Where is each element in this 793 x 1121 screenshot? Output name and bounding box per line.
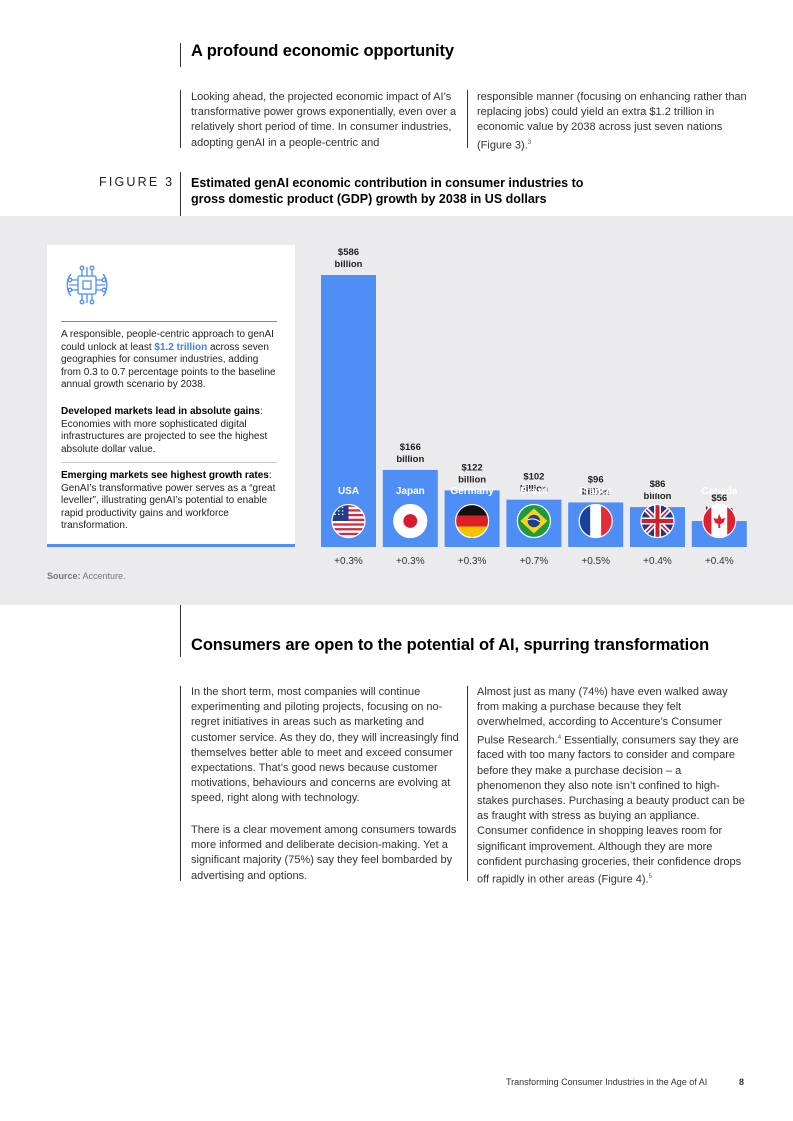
page-number: 8 (739, 1077, 745, 1087)
figure-title-rule (180, 172, 181, 216)
ai-chip-icon (66, 265, 108, 305)
section2-rule (180, 605, 181, 657)
card-divider (61, 462, 277, 463)
section1-col1: Looking ahead, the projected economic im… (191, 91, 457, 149)
highlight-amount: $1.2 trillion (154, 341, 208, 353)
section2-heading: Consumers are open to the potential of A… (191, 636, 710, 654)
section1-col1-rule (180, 90, 181, 148)
card-summary: A responsible, people-centric approach t… (61, 329, 276, 391)
section1-rule (180, 43, 181, 67)
figure-title: Estimated genAI economic contribution in… (191, 176, 584, 206)
section1-col2-rule (467, 90, 468, 148)
section2-col1-p1: In the short term, most companies will c… (191, 686, 459, 805)
section1-heading: A profound economic opportunity (191, 42, 455, 60)
section2-col2-rule (467, 686, 468, 881)
section2-col1-p2: There is a clear movement among consumer… (191, 824, 457, 882)
footer-title: Transforming Consumer Industries in the … (506, 1077, 708, 1087)
source-note: Source: Accenture. (47, 571, 126, 581)
figure-label: FIGURE 3 (99, 175, 175, 189)
card-divider (61, 321, 277, 322)
card-developed-markets: Developed markets lead in absolute gains… (61, 406, 268, 455)
section1-col2: responsible manner (focusing on enhancin… (477, 91, 747, 152)
section2-col1-rule (180, 686, 181, 881)
figure-info-card: A responsible, people-centric approach t… (47, 245, 295, 547)
card-emerging-markets: Emerging markets see highest growth rate… (61, 470, 276, 532)
section2-col2: Almost just as many (74%) have even walk… (477, 686, 745, 886)
